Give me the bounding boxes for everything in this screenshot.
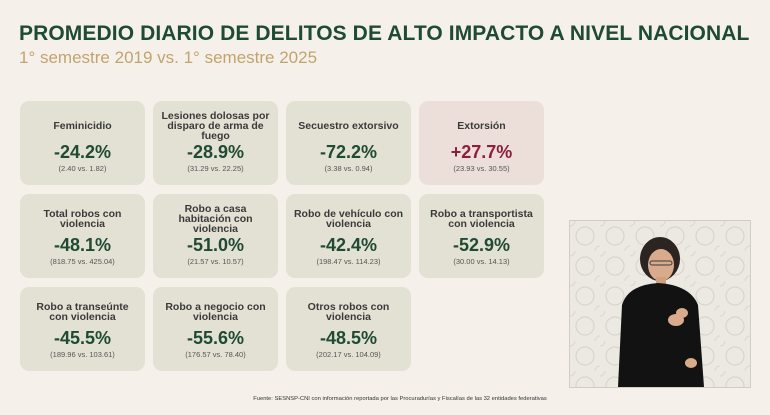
page-subtitle: 1° semestre 2019 vs. 1° semestre 2025 (19, 48, 318, 67)
stat-value: -28.9% (186, 142, 245, 162)
stat-value: -55.6% (186, 328, 245, 348)
stat-label: Total robos con violencia (43, 208, 122, 230)
stat-value: -51.0% (186, 235, 245, 255)
stat-value: -72.2% (319, 142, 378, 162)
stat-card-robo-transeunte: Robo a transeúnte con violencia -45.5% (… (20, 287, 145, 371)
stat-card-total-robos: Total robos con violencia -48.1% (818.75… (20, 194, 145, 278)
stat-label: Robo de vehículo con violencia (293, 208, 404, 230)
sign-language-interpreter-video (569, 220, 751, 388)
stat-card-robo-casa: Robo a casa habitación con violencia -51… (153, 194, 278, 278)
stat-card-secuestro: Secuestro extorsivo -72.2% (3.38 vs. 0.9… (286, 101, 411, 185)
stat-value: +27.7% (450, 142, 513, 162)
stat-value: -48.1% (53, 235, 112, 255)
stat-detail: (21.57 vs. 10.57) (187, 257, 244, 266)
stat-label: Robo a negocio con violencia (165, 301, 266, 323)
page-title: PROMEDIO DIARIO DE DELITOS DE ALTO IMPAC… (19, 22, 750, 45)
stat-card-robo-negocio: Robo a negocio con violencia -55.6% (176… (153, 287, 278, 371)
stat-detail: (189.96 vs. 103.61) (50, 350, 115, 359)
stat-label: Otros robos con violencia (307, 301, 390, 323)
stat-value: -45.5% (53, 328, 112, 348)
source-footnote: Fuente: SESNSP-CNI con información repor… (253, 396, 547, 402)
stat-value: -52.9% (452, 235, 511, 255)
stat-value: -42.4% (319, 235, 378, 255)
stat-card-extorsion: Extorsión +27.7% (23.93 vs. 30.55) (419, 101, 544, 185)
interpreter-figure-icon (570, 221, 750, 387)
stat-card-lesiones: Lesiones dolosas por disparo de arma de … (153, 101, 278, 185)
stat-detail: (30.00 vs. 14.13) (453, 257, 510, 266)
stat-label: Robo a casa habitación con violencia (178, 203, 253, 235)
stat-detail: (202.17 vs. 104.09) (316, 350, 381, 359)
stat-detail: (23.93 vs. 30.55) (453, 164, 510, 173)
stat-label: Feminicidio (53, 120, 112, 132)
stat-label: Secuestro extorsivo (298, 120, 399, 132)
stat-detail: (3.38 vs. 0.94) (324, 164, 373, 173)
stat-detail: (31.29 vs. 22.25) (187, 164, 244, 173)
stat-card-robo-transportista: Robo a transportista con violencia -52.9… (419, 194, 544, 278)
stat-card-robo-vehiculo: Robo de vehículo con violencia -42.4% (1… (286, 194, 411, 278)
stat-label: Lesiones dolosas por disparo de arma de … (161, 110, 270, 142)
stat-detail: (198.47 vs. 114.23) (316, 257, 381, 266)
stat-detail: (176.57 vs. 78.40) (185, 350, 246, 359)
stat-detail: (2.40 vs. 1.82) (58, 164, 107, 173)
stat-value: -48.5% (319, 328, 378, 348)
stats-grid: Feminicidio -24.2% (2.40 vs. 1.82) Lesio… (20, 101, 544, 371)
stat-value: -24.2% (53, 142, 112, 162)
stat-label: Robo a transeúnte con violencia (36, 301, 129, 323)
stat-card-feminicidio: Feminicidio -24.2% (2.40 vs. 1.82) (20, 101, 145, 185)
stat-label: Robo a transportista con violencia (430, 208, 533, 230)
stat-detail: (818.75 vs. 425.04) (50, 257, 115, 266)
stat-card-otros-robos: Otros robos con violencia -48.5% (202.17… (286, 287, 411, 371)
stat-label: Extorsión (457, 120, 506, 132)
